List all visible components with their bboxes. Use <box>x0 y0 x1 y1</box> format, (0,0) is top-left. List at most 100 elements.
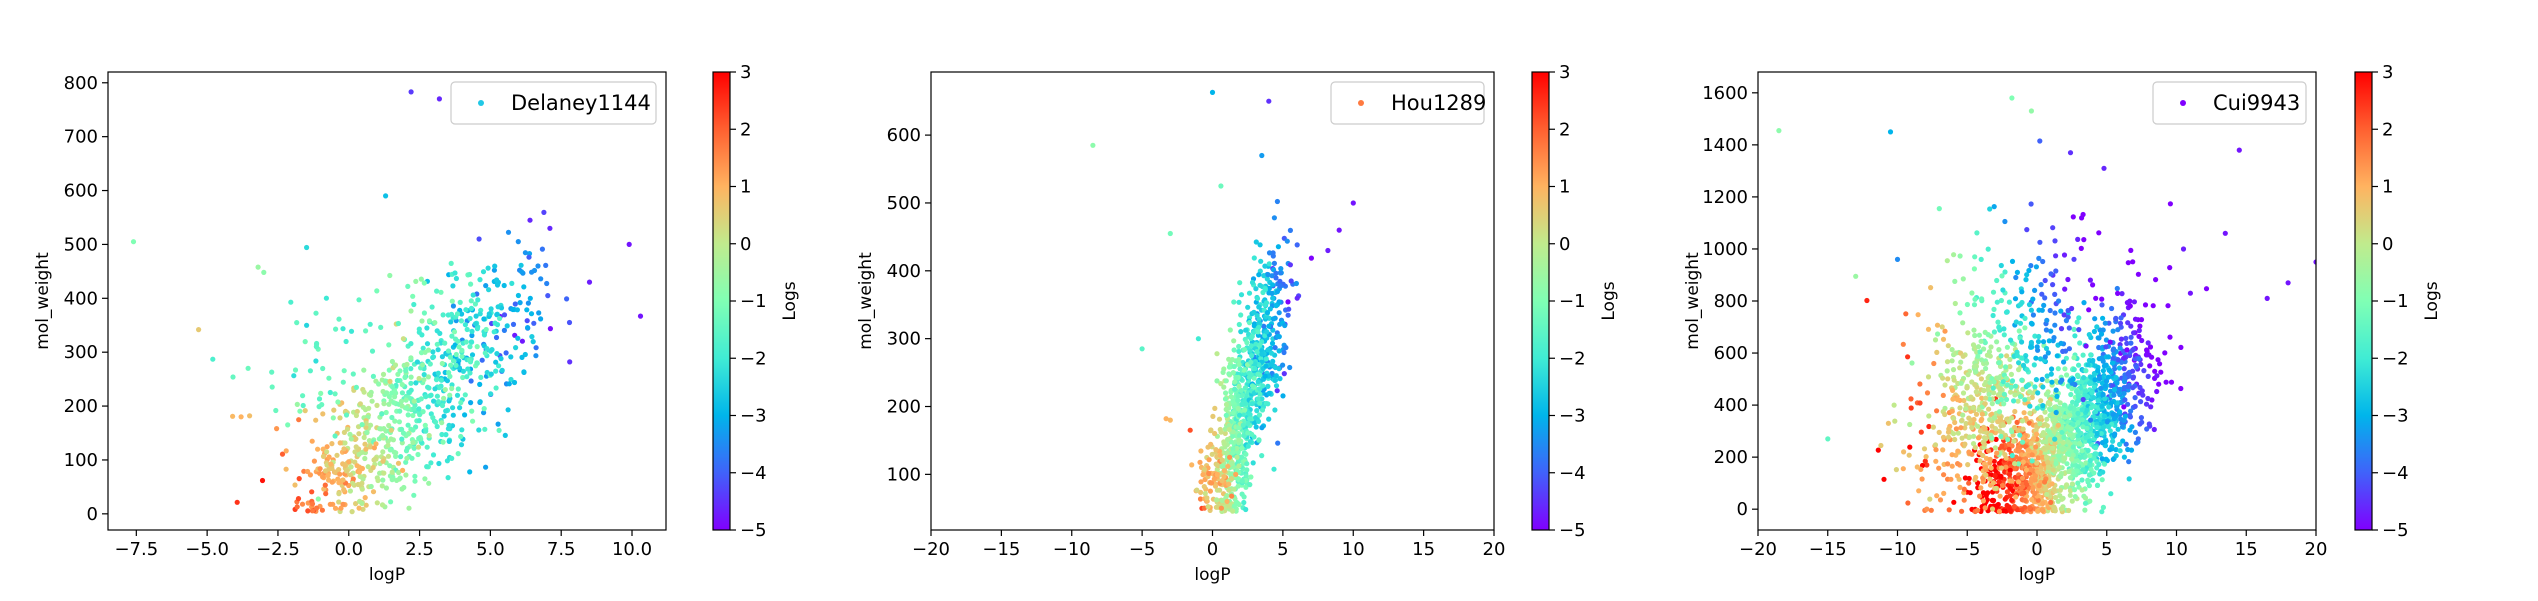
scatter-point <box>472 301 478 307</box>
scatter-point <box>1273 270 1279 276</box>
scatter-point <box>2042 409 2048 415</box>
scatter-point <box>388 499 394 505</box>
scatter-point <box>386 342 392 348</box>
scatter-point <box>424 464 430 470</box>
scatter-point <box>2022 315 2028 321</box>
scatter-point <box>1878 442 1884 449</box>
scatter-point <box>497 315 503 321</box>
scatter-point <box>1991 306 1997 312</box>
scatter-point <box>2095 368 2101 374</box>
scatter-point <box>332 391 338 397</box>
scatter-point <box>2052 291 2058 297</box>
scatter-point <box>2130 368 2136 374</box>
scatter-point <box>2096 230 2102 236</box>
scatter-point <box>431 398 437 404</box>
scatter-point <box>1231 338 1237 344</box>
scatter-point <box>1241 347 1248 353</box>
scatter-point <box>2117 448 2123 454</box>
scatter-point <box>2000 287 2006 293</box>
scatter-point <box>1986 391 1992 397</box>
scatter-point <box>436 385 442 391</box>
scatter-point <box>2067 405 2073 411</box>
scatter-point <box>1993 485 1999 491</box>
scatter-point <box>381 470 387 476</box>
scatter-point <box>1228 389 1234 395</box>
scatter-point <box>2084 419 2090 425</box>
x-tick-label: 15 <box>1412 539 1435 560</box>
scatter-point <box>2064 482 2070 488</box>
scatter-point <box>2113 447 2119 453</box>
y-tick-label: 200 <box>1714 447 1748 468</box>
scatter-point <box>503 350 509 356</box>
scatter-point <box>450 358 457 364</box>
scatter-point <box>1262 287 1268 293</box>
scatter-point <box>2046 399 2052 406</box>
scatter-point <box>2044 491 2050 497</box>
scatter-point <box>421 372 427 378</box>
scatter-point <box>1208 480 1215 486</box>
scatter-point <box>2016 328 2022 334</box>
scatter-point <box>2167 334 2173 340</box>
scatter-point <box>400 430 407 436</box>
scatter-point <box>474 326 480 332</box>
scatter-point <box>436 96 442 102</box>
scatter-point <box>2058 308 2064 314</box>
scatter-point <box>2110 456 2116 462</box>
scatter-point <box>1336 227 1342 233</box>
scatter-point <box>436 460 442 467</box>
scatter-point <box>1269 290 1275 296</box>
scatter-point <box>2117 441 2123 447</box>
scatter-point <box>2017 432 2023 438</box>
scatter-point <box>2087 277 2093 283</box>
scatter-point <box>1926 413 1932 419</box>
scatter-point <box>430 452 437 458</box>
scatter-point <box>360 476 366 482</box>
scatter-point <box>2097 451 2103 457</box>
scatter-point <box>2106 320 2112 326</box>
scatter-point <box>2100 391 2106 397</box>
scatter-point <box>400 336 406 342</box>
scatter-point <box>1201 484 1207 490</box>
scatter-point <box>1254 408 1260 414</box>
scatter-point <box>1916 488 1922 494</box>
scatter-point <box>1261 323 1267 329</box>
scatter-point <box>1951 377 1957 383</box>
scatter-point <box>1971 364 1977 370</box>
scatter-point <box>469 328 475 334</box>
scatter-point <box>1226 487 1232 493</box>
scatter-point <box>2092 451 2098 457</box>
scatter-point <box>2014 419 2020 425</box>
scatter-point <box>380 449 386 455</box>
scatter-point <box>399 403 405 409</box>
scatter-point <box>2006 299 2012 305</box>
scatter-point <box>2145 340 2151 346</box>
scatter-point <box>353 384 359 390</box>
scatter-point <box>2065 276 2071 283</box>
scatter-point <box>322 482 328 488</box>
scatter-point <box>2075 236 2081 242</box>
scatter-point <box>2015 479 2022 485</box>
scatter-point <box>341 429 347 435</box>
scatter-point <box>2092 316 2098 322</box>
scatter-point <box>288 299 294 305</box>
scatter-point <box>410 412 416 419</box>
scatter-point <box>1212 430 1218 437</box>
scatter-point <box>1885 420 1891 426</box>
scatter-point <box>294 401 300 407</box>
scatter-point <box>544 280 550 287</box>
scatter-point <box>425 404 431 410</box>
scatter-point <box>346 459 352 465</box>
scatter-point <box>391 400 397 406</box>
scatter-point <box>411 301 417 308</box>
scatter-point <box>422 349 428 355</box>
scatter-point <box>1994 277 2000 284</box>
scatter-point <box>1997 390 2003 396</box>
scatter-point <box>1982 441 1988 447</box>
scatter-point <box>2060 446 2066 452</box>
scatter-point <box>2087 458 2093 464</box>
scatter-point <box>2017 335 2023 341</box>
scatter-point <box>341 446 347 452</box>
scatter-point <box>360 404 366 410</box>
scatter-point <box>332 433 338 439</box>
scatter-point <box>567 359 573 365</box>
